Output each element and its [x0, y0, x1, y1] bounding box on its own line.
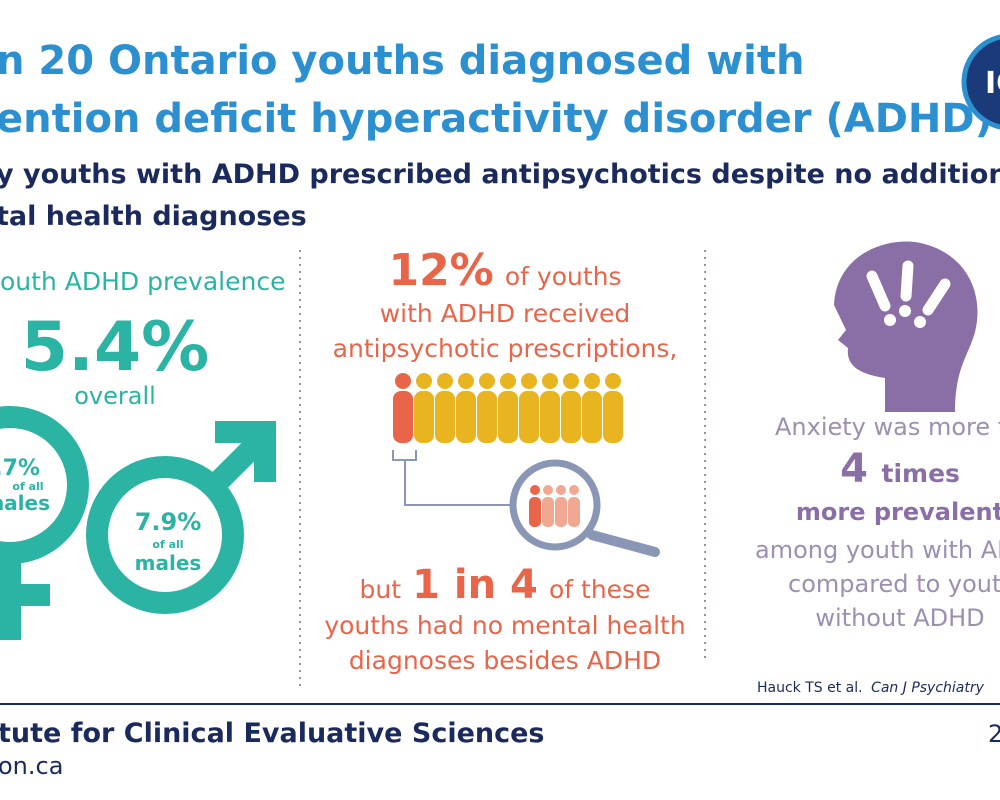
- person-part: [456, 391, 476, 443]
- person-part: [416, 373, 432, 389]
- anxiety-multiple: 4: [840, 446, 868, 492]
- citation-journal: Can J Psychiatry: [871, 680, 985, 696]
- subtitle-line: tal health diagnoses: [0, 201, 307, 232]
- people-row: [393, 373, 623, 443]
- anxiety-multiple-line: 4 times: [840, 446, 960, 492]
- male-value: 7.9%: [135, 508, 202, 536]
- anxiety-line: compared to youth: [788, 570, 1000, 598]
- person-part: [395, 373, 411, 389]
- antipsychotic-headline: 12% of youths: [388, 245, 621, 296]
- male-of: of all: [152, 538, 183, 551]
- person-part: [529, 497, 541, 527]
- person-part: [542, 373, 558, 389]
- logo: [961, 34, 1000, 130]
- person-part: [543, 485, 553, 495]
- magnifier: [509, 459, 660, 557]
- ratio-tail: diagnoses besides ADHD: [349, 646, 661, 675]
- citation: Hauck TS et al. Can J Psychiatry: [757, 680, 985, 696]
- antipsychotic-line: with ADHD received: [380, 299, 631, 328]
- female-label: nales: [0, 491, 50, 515]
- footer-org: tute for Clinical Evaluative Sciences: [0, 718, 545, 749]
- person-part: [563, 373, 579, 389]
- person-part: [561, 391, 581, 443]
- male-symbol: [86, 421, 276, 614]
- person-part: [603, 391, 623, 443]
- bracket: [392, 450, 417, 461]
- person-part: [530, 485, 540, 495]
- person-part: [582, 391, 602, 443]
- prevalence-value: 5.4%: [21, 308, 210, 387]
- person-part: [500, 373, 516, 389]
- anxiety-line: among youth with AD: [755, 536, 1000, 564]
- person-part: [458, 373, 474, 389]
- person-part: [540, 391, 560, 443]
- person-part: [556, 485, 566, 495]
- logo-text: IC: [985, 66, 1000, 101]
- person-part: [477, 391, 497, 443]
- anxiety-unit: times: [882, 459, 960, 488]
- person-part: [519, 391, 539, 443]
- ratio-tail: youths had no mental health: [324, 611, 685, 640]
- person-part: [521, 373, 537, 389]
- citation-authors: Hauck TS et al.: [757, 680, 863, 696]
- female-value: .7%: [0, 456, 40, 481]
- ratio-line: but 1 in 4 of these: [360, 562, 651, 608]
- person-part: [498, 391, 518, 443]
- anxiety-emphasis: more prevalent: [796, 498, 1000, 526]
- prevalence-overall: overall: [74, 382, 156, 410]
- subtitle-line: y youths with ADHD prescribed antipsycho…: [0, 159, 1000, 190]
- antipsychotic-suffix: of youths: [505, 262, 622, 291]
- footer-url: on.ca: [0, 752, 63, 780]
- footer-page: 2: [988, 720, 1000, 748]
- female-of: of all: [12, 480, 43, 493]
- person-part: [479, 373, 495, 389]
- prevalence-label: outh ADHD prevalence: [0, 267, 285, 296]
- person-part: [568, 497, 580, 527]
- male-label: males: [135, 551, 202, 575]
- person-part: [605, 373, 621, 389]
- title-line: n 20 Ontario youths diagnosed with: [0, 38, 804, 84]
- ratio-suffix: of these: [549, 575, 650, 604]
- person-part: [542, 497, 554, 527]
- head-icon: [834, 241, 978, 412]
- anxiety-lead: Anxiety was more t: [775, 413, 1000, 441]
- ratio-prefix: but: [360, 575, 402, 604]
- person-part: [414, 391, 434, 443]
- antipsychotic-line: antipsychotic prescriptions,: [333, 334, 678, 363]
- person-part: [393, 391, 413, 443]
- title-line: ention deficit hyperactivity disorder (A…: [0, 96, 993, 142]
- person-part: [584, 373, 600, 389]
- anxiety-line: without ADHD: [815, 604, 984, 632]
- person-part: [437, 373, 453, 389]
- female-symbol: [0, 406, 89, 640]
- person-part: [555, 497, 567, 527]
- person-part: [569, 485, 579, 495]
- ratio-value: 1 in 4: [412, 562, 538, 608]
- person-part: [435, 391, 455, 443]
- antipsychotic-value: 12%: [388, 245, 493, 296]
- connector: [404, 460, 515, 506]
